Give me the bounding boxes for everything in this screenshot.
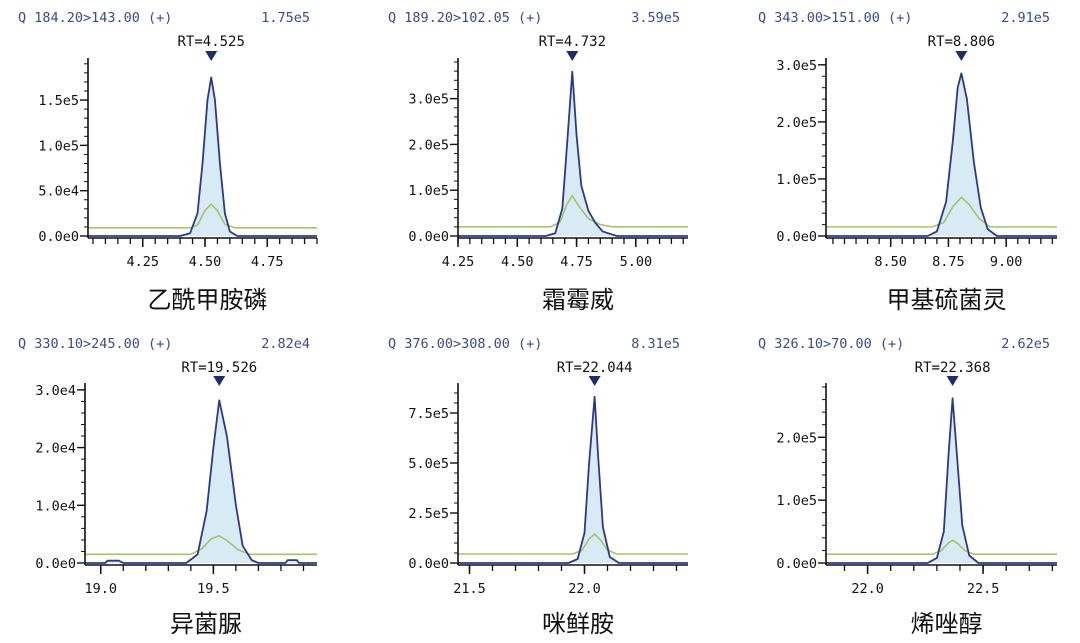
peak-marker-icon [566,51,579,61]
y-tick-label: 5.0e5 [408,456,449,472]
quantifier-trace [458,70,688,237]
retention-time-label: RT=8.806 [928,34,995,50]
transition-label: Q 189.20>102.05 (+) [388,10,542,26]
peak-marker-icon [205,51,218,61]
intensity-label: 2.82e4 [261,336,310,352]
x-tick-label: 22.5 [967,581,1000,597]
x-tick-label: 4.50 [189,254,222,270]
intensity-label: 1.75e5 [261,10,310,26]
y-tick-label: 2.5e5 [408,506,449,522]
y-tick-label: 2.0e4 [35,441,76,457]
y-tick-label: 0.0e0 [776,556,817,572]
compound-name: 乙酰甲胺磷 [148,286,268,314]
y-tick-label: 7.5e5 [408,406,449,422]
y-tick-label: 1.5e5 [38,93,79,109]
retention-time-label: RT=22.044 [557,360,633,376]
y-tick-label: 0.0e0 [38,229,79,245]
x-tick-label: 4.50 [501,254,534,270]
x-tick-label: 4.25 [127,254,160,270]
peak-marker-icon [213,376,226,386]
retention-time-label: RT=4.732 [539,34,606,50]
x-tick-label: 22.0 [568,581,601,597]
peak-marker-icon [588,376,601,386]
transition-label: Q 326.10>70.00 (+) [758,336,904,352]
retention-time-label: RT=4.525 [177,34,244,50]
y-tick-label: 0.0e0 [776,229,817,245]
chromatogram-panel: Q 189.20>102.05 (+) 3.59e5 RT=4.732 0.0e0 1.… [388,10,688,314]
intensity-label: 3.59e5 [631,10,680,26]
quantifier-trace [88,76,317,237]
x-tick-label: 4.75 [560,254,593,270]
chromatogram-panel: Q 184.20>143.00 (+) 1.75e5 RT=4.525 0.0e0 5.… [18,10,318,314]
retention-time-label: RT=22.368 [915,360,991,376]
transition-label: Q 343.00>151.00 (+) [758,10,912,26]
y-tick-label: 2.0e5 [776,115,817,131]
x-tick-label: 5.00 [620,254,653,270]
x-tick-label: 19.5 [197,581,230,597]
quantifier-trace [826,397,1057,564]
x-tick-label: 4.75 [251,254,284,270]
compound-name: 霜霉威 [542,286,614,314]
intensity-label: 2.62e5 [1001,336,1050,352]
y-tick-label: 1.0e4 [35,498,76,514]
y-tick-label: 1.0e5 [776,493,817,509]
qualifier-trace [826,196,1057,228]
retention-time-label: RT=19.526 [181,360,257,376]
peak-area [458,396,688,563]
y-tick-label: 1.0e5 [38,138,79,154]
qualifier-trace [458,532,688,555]
y-tick-label: 0.0e0 [408,229,449,245]
transition-label: Q 330.10>245.00 (+) [18,336,172,352]
y-tick-label: 0.0e0 [35,556,76,572]
compound-name: 烯唑醇 [911,610,983,638]
chromatogram-panel: Q 343.00>151.00 (+) 2.91e5 RT=8.806 0.0e0 1.… [758,10,1057,314]
qualifier-trace [826,539,1057,555]
intensity-label: 2.91e5 [1001,10,1050,26]
x-tick-label: 9.00 [990,254,1023,270]
compound-name: 异菌脲 [170,610,242,638]
transition-label: Q 376.00>308.00 (+) [388,336,542,352]
compound-name: 咪鲜胺 [542,610,614,638]
transition-label: Q 184.20>143.00 (+) [18,10,172,26]
peak-marker-icon [955,51,968,61]
y-tick-label: 1.0e5 [776,172,817,188]
quantifier-trace [458,395,688,564]
y-tick-label: 3.0e4 [35,383,76,399]
x-tick-label: 8.50 [874,254,907,270]
peak-area [826,73,1057,236]
x-tick-label: 21.5 [453,581,486,597]
y-tick-label: 3.0e5 [408,92,449,108]
quantifier-trace [826,72,1057,237]
qualifier-trace [85,534,317,556]
x-tick-label: 22.0 [851,581,884,597]
y-tick-label: 1.0e5 [408,183,449,199]
y-tick-label: 0.0e0 [408,556,449,572]
compound-name: 甲基硫菌灵 [887,286,1007,314]
peak-marker-icon [946,376,959,386]
chromatogram-panel: Q 326.10>70.00 (+) 2.62e5 RT=22.368 0.0e0 1.… [758,336,1057,638]
chromatogram-panel: Q 376.00>308.00 (+) 8.31e5RT=22.0440.0e02… [388,336,688,638]
x-tick-label: 8.75 [932,254,965,270]
y-tick-label: 2.0e5 [776,430,817,446]
quantifier-trace [85,399,317,564]
peak-area [458,71,688,237]
x-tick-label: 19.0 [85,581,118,597]
intensity-label: 8.31e5 [631,336,680,352]
qualifier-trace [458,194,688,228]
x-tick-label: 4.25 [442,254,475,270]
peak-area [88,77,317,236]
y-tick-label: 2.0e5 [408,137,449,153]
y-tick-label: 5.0e4 [38,184,79,200]
y-tick-label: 3.0e5 [776,58,817,74]
